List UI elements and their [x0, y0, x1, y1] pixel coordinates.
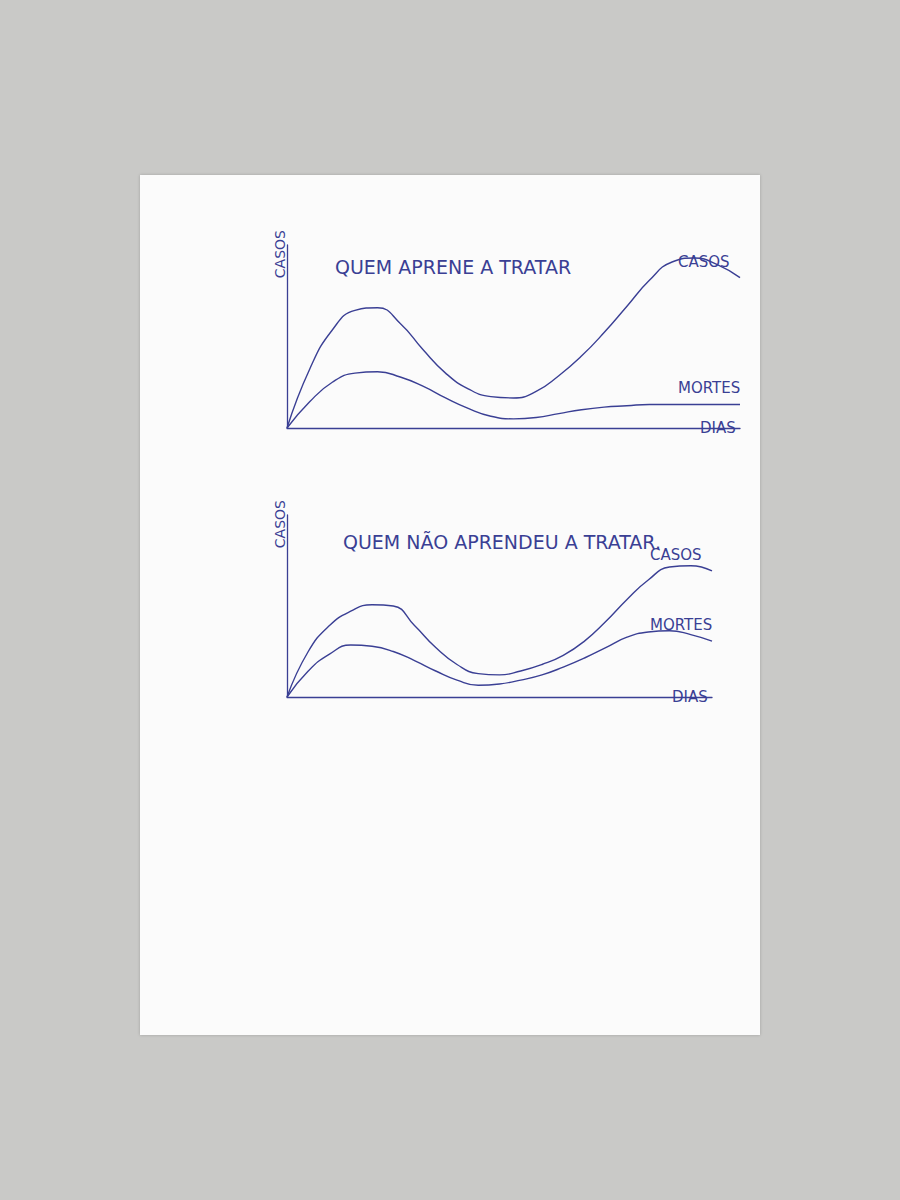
- svg-text:CASOS: CASOS: [650, 545, 702, 564]
- svg-text:QUEM NÃO APRENDEU A TRATAR.: QUEM NÃO APRENDEU A TRATAR.: [343, 531, 661, 553]
- svg-text:DIAS: DIAS: [672, 688, 708, 706]
- svg-text:MORTES: MORTES: [678, 379, 740, 397]
- svg-text:QUEM APRENE A TRATAR: QUEM APRENE A TRATAR: [335, 256, 571, 278]
- svg-text:DIAS: DIAS: [700, 419, 736, 437]
- svg-text:MORTES: MORTES: [650, 616, 712, 634]
- svg-text:CASOS: CASOS: [678, 253, 730, 271]
- svg-text:CASOS: CASOS: [272, 500, 288, 548]
- svg-text:CASOS: CASOS: [272, 230, 288, 278]
